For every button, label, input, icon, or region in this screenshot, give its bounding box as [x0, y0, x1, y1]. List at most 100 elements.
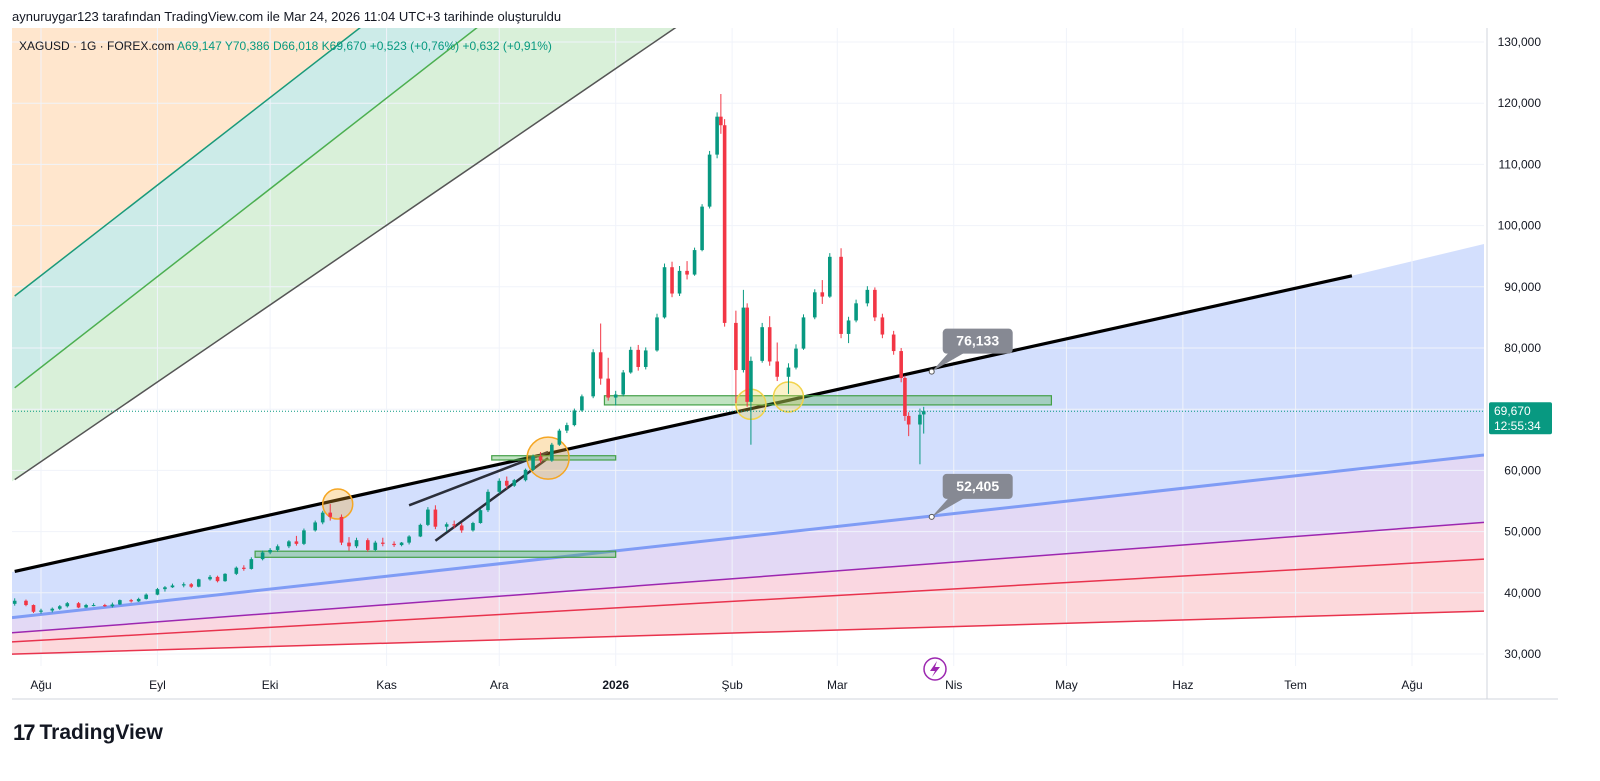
candle-body	[392, 543, 396, 546]
candle-body	[287, 541, 291, 547]
candle-body	[903, 377, 907, 416]
candle-body	[621, 372, 626, 395]
candle	[786, 363, 791, 394]
candle-body	[136, 598, 141, 602]
candle	[722, 119, 727, 327]
candle-body	[478, 510, 483, 524]
candle	[550, 442, 554, 462]
candle	[294, 535, 299, 546]
candle	[339, 514, 344, 546]
candle	[734, 310, 738, 404]
y-tick-label: 120,000	[1498, 96, 1542, 110]
candle-body	[512, 480, 517, 486]
candle	[163, 586, 167, 592]
candle	[873, 287, 877, 322]
candle	[523, 468, 528, 482]
legend-change-alt: +0,632 (+0,91%)	[462, 39, 552, 53]
tradingview-logo[interactable]: 17 TradingView	[13, 720, 163, 746]
candle-body	[749, 360, 753, 402]
x-tick-label: Tem	[1284, 678, 1307, 692]
support-zone	[491, 455, 617, 461]
candle-body	[628, 349, 633, 373]
candle-body	[557, 430, 562, 445]
candle	[373, 540, 378, 552]
candle-body	[685, 270, 689, 275]
candle	[538, 452, 543, 464]
candle-body	[144, 594, 148, 599]
candle-body	[873, 289, 877, 318]
candle	[854, 299, 858, 323]
callout-anchor	[928, 513, 935, 520]
candle-body	[715, 116, 719, 155]
candle	[580, 394, 584, 412]
candle-body	[794, 348, 798, 368]
candle-body	[313, 522, 317, 531]
candle-body	[820, 292, 825, 297]
highlight-circle	[321, 488, 354, 520]
candle-body	[801, 317, 806, 349]
candle	[170, 583, 175, 588]
candle-body	[775, 361, 780, 377]
pink-fill	[12, 522, 1484, 642]
candle-body	[50, 608, 55, 611]
candle	[302, 528, 306, 546]
candle	[354, 537, 359, 549]
candle-body	[707, 154, 712, 207]
candle-body	[598, 352, 603, 379]
candle-body	[839, 256, 843, 334]
candle-body	[328, 512, 333, 517]
candle-body	[249, 559, 254, 569]
highlight-circle	[526, 436, 570, 480]
candle	[249, 557, 254, 570]
candle	[433, 505, 438, 530]
y-tick-label: 50,000	[1504, 525, 1541, 539]
purple-line	[12, 521, 1484, 634]
candle-body	[118, 600, 122, 605]
candle-body	[189, 584, 194, 587]
callout-box	[942, 473, 1013, 499]
candle-body	[504, 480, 509, 486]
symbol-legend: XAGUSD · 1G · FOREX.com A69,147 Y70,386 …	[19, 39, 552, 53]
candle	[512, 478, 517, 487]
candle-body	[899, 351, 903, 378]
candle-body	[767, 327, 772, 362]
blue-trendline	[12, 453, 1484, 620]
candle-body	[670, 267, 674, 294]
x-tick-label: May	[1055, 678, 1078, 692]
legend-low: D66,018	[272, 39, 319, 53]
candle-body	[373, 542, 378, 550]
candle-body	[677, 270, 682, 294]
candle	[621, 370, 626, 397]
candle	[827, 253, 832, 298]
candle	[497, 478, 502, 494]
candle	[794, 344, 798, 370]
lightning-icon[interactable]	[923, 657, 947, 681]
tradingview-logo-icon: 17	[13, 720, 36, 745]
legend-close: K69,670	[321, 39, 367, 53]
candle-body	[538, 456, 543, 461]
candle	[260, 550, 265, 561]
candle-body	[459, 525, 464, 531]
candle-body	[741, 307, 746, 371]
x-tick-label: Haz	[1172, 678, 1193, 692]
candle-body	[572, 410, 577, 426]
candle-body	[760, 327, 764, 361]
candle-body	[433, 509, 438, 527]
candle	[328, 504, 333, 521]
x-tick-label: Ağu	[1401, 678, 1422, 692]
candle	[91, 603, 96, 607]
support-zone	[603, 395, 1053, 406]
lightning-icon-bolt	[930, 661, 940, 677]
x-tick-label: Ara	[490, 678, 509, 692]
candle-body	[734, 322, 738, 371]
candle-body	[906, 415, 911, 425]
candle	[57, 605, 62, 610]
candle	[381, 537, 385, 547]
candle	[643, 347, 648, 370]
candle	[685, 261, 689, 280]
candle-body	[365, 540, 370, 550]
candle-body	[163, 587, 167, 590]
candle	[606, 357, 610, 401]
candle	[144, 593, 148, 600]
